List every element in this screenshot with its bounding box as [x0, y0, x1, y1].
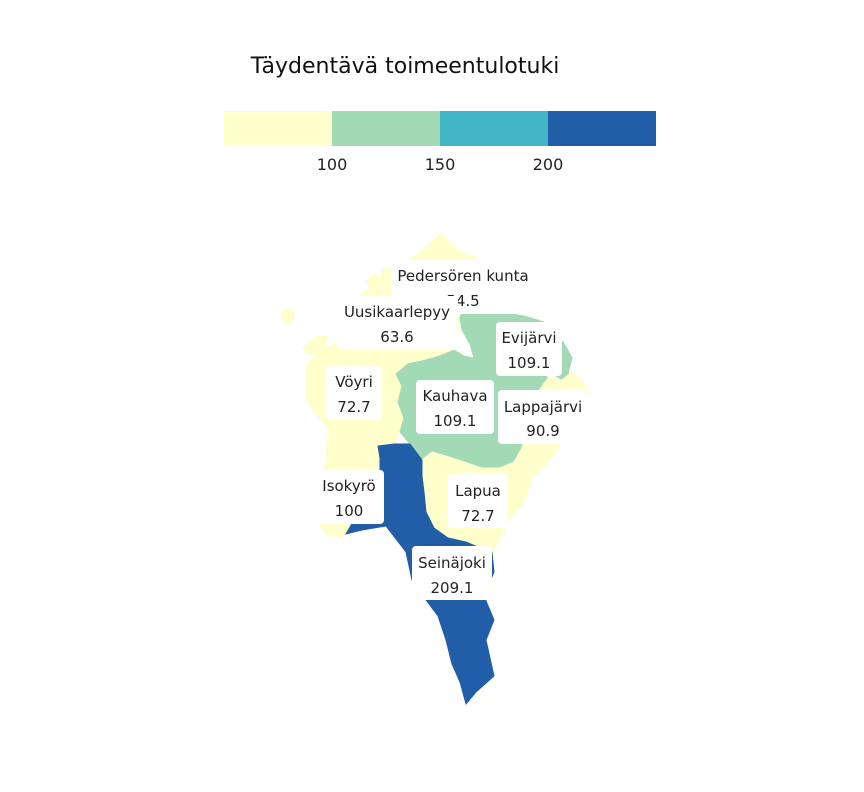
label-value: 109.1	[434, 412, 477, 430]
label-lapua: Lapua 72.7	[448, 474, 508, 528]
label-name: Kauhava	[422, 387, 487, 405]
label-value: 209.1	[431, 579, 474, 597]
legend-tick-150: 150	[425, 155, 456, 174]
label-value: 72.7	[461, 507, 494, 525]
label-name: Lappajärvi	[504, 398, 582, 416]
island-1	[281, 309, 295, 323]
label-name: Pedersören kunta	[397, 267, 528, 285]
legend-swatch-2	[332, 111, 440, 146]
island-3	[366, 272, 384, 294]
label-name: Isokyrö	[322, 477, 375, 495]
label-lappajarvi: Lappajärvi 90.9	[498, 390, 588, 444]
label-name: Uusikaarlepyy	[344, 303, 450, 321]
island-2	[302, 336, 328, 356]
label-value: 90.9	[526, 422, 559, 440]
label-voyri: Vöyri 72.7	[326, 366, 382, 420]
label-name: Seinäjoki	[418, 554, 486, 572]
label-value: 100	[335, 502, 364, 520]
region-labels: Pedersören kunta 54.5 Uusikaarlepyy 63.6…	[314, 260, 588, 600]
label-isokyro: Isokyrö 100	[314, 470, 384, 524]
label-value: 63.6	[380, 328, 413, 346]
legend-swatch-3	[440, 111, 548, 146]
legend-swatch-4	[548, 111, 656, 146]
map-title: Täydentävä toimeentulotuki	[250, 54, 560, 79]
label-seinajoki: Seinäjoki 209.1	[412, 546, 492, 600]
label-uusikaarlepyy: Uusikaarlepyy 63.6	[338, 296, 458, 350]
legend-tick-100: 100	[317, 155, 348, 174]
legend-tick-200: 200	[533, 155, 564, 174]
label-kauhava: Kauhava 109.1	[416, 380, 494, 434]
islands	[281, 272, 384, 356]
label-value: 109.1	[508, 354, 551, 372]
label-value: 72.7	[337, 398, 370, 416]
label-name: Lapua	[455, 482, 501, 500]
label-evijarvi: Evijärvi 109.1	[496, 322, 562, 376]
label-name: Vöyri	[335, 373, 373, 391]
label-name: Evijärvi	[501, 329, 556, 347]
color-legend: 100 150 200	[224, 111, 656, 174]
legend-swatch-1	[224, 111, 332, 146]
